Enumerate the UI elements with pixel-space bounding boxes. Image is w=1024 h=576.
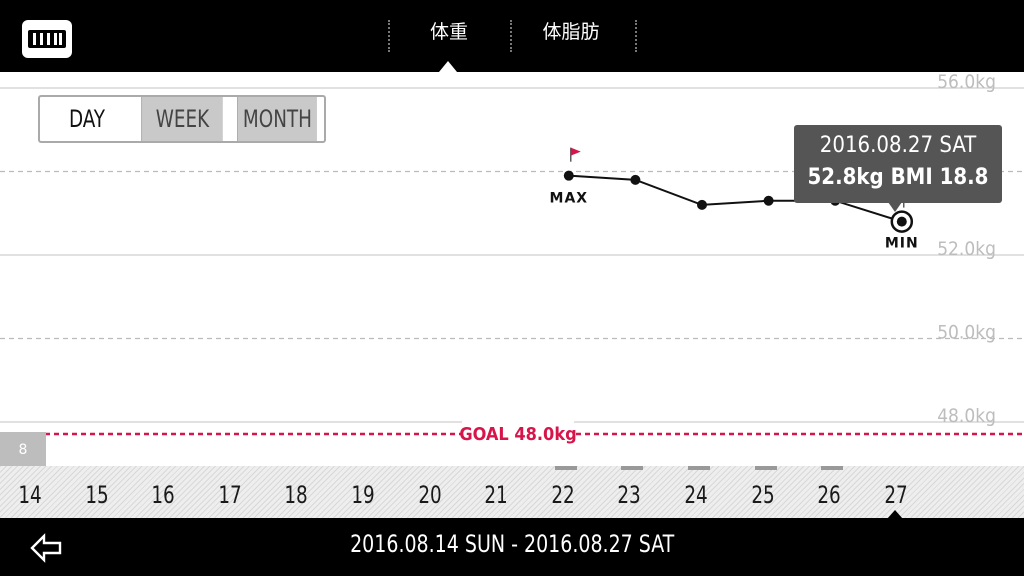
y-tick-label: 52.0kg [937,238,996,260]
tab-divider [388,20,390,52]
tab-weight-label: 体重 [429,20,468,43]
data-point [630,174,641,185]
data-point [563,170,574,181]
tab-divider [510,20,512,52]
max-label: MAX [550,191,589,207]
max-flag-icon [570,147,581,156]
app-logo-icon[interactable] [22,20,72,58]
value-tooltip: 2016.08.27 SAT 52.8kg BMI 18.8 [794,125,1002,212]
day-label[interactable]: 22 [551,481,575,509]
left-edge-bar [0,432,46,466]
data-point [763,195,774,206]
tooltip-date: 2016.08.27 SAT [819,133,977,158]
day-label[interactable]: 21 [484,481,508,509]
bottom-bar [0,518,1024,576]
back-arrow-icon[interactable] [30,533,62,563]
tab-body-fat[interactable]: 体脂肪 [510,0,632,72]
week-button[interactable]: WEEK [141,97,223,141]
min-label: MIN [885,236,919,252]
y-tick-label: 56.0kg [937,72,996,93]
y-tick-label: 50.0kg [937,322,996,344]
goal-label-bg [462,420,574,444]
selected-day-pointer [887,510,903,519]
day-label[interactable]: 18 [284,481,309,509]
day-label[interactable]: 15 [84,481,109,509]
day-label[interactable]: 16 [151,481,175,509]
day-label[interactable]: 25 [750,481,775,509]
tooltip-value: 52.8kg BMI 18.8 [807,165,989,190]
day-button[interactable]: DAY [47,97,127,141]
tab-divider [635,20,637,52]
data-day-marker [688,466,710,470]
left-edge-value: 8 [19,442,28,458]
tab-weight[interactable]: 体重 [388,0,510,72]
date-range: 2016.08.14 SUN - 2016.08.27 SAT [0,530,1024,558]
data-point [697,199,707,210]
goal-label: GOAL 48.0kg [459,424,576,445]
data-day-marker [821,466,844,470]
active-tab-indicator [439,61,457,72]
data-day-marker [554,466,577,470]
period-selector: DAY WEEK MONTH [38,95,326,143]
day-label[interactable]: 14 [18,481,42,509]
day-label[interactable]: 27 [884,481,908,509]
data-day-marker [621,466,644,470]
day-label[interactable]: 19 [351,481,375,509]
data-day-marker [754,466,777,470]
tab-body-fat-label: 体脂肪 [542,20,600,43]
y-tick-label: 48.0kg [937,405,996,427]
month-button[interactable]: MONTH [237,97,317,141]
day-label[interactable]: 26 [817,481,841,509]
selected-point [896,216,907,227]
day-scale[interactable] [0,466,1024,518]
date-range-text: 2016.08.14 SUN - 2016.08.27 SAT [349,530,675,558]
day-label[interactable]: 17 [218,481,242,509]
series-line [568,174,903,223]
top-bar: 体重 体脂肪 [0,0,1024,72]
day-label[interactable]: 20 [417,481,442,509]
day-label[interactable]: 23 [617,481,642,509]
day-label[interactable]: 24 [684,481,708,509]
